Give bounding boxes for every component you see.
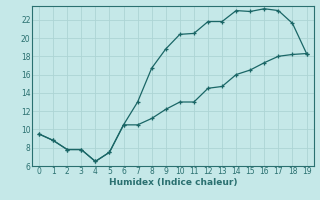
X-axis label: Humidex (Indice chaleur): Humidex (Indice chaleur) — [108, 178, 237, 187]
